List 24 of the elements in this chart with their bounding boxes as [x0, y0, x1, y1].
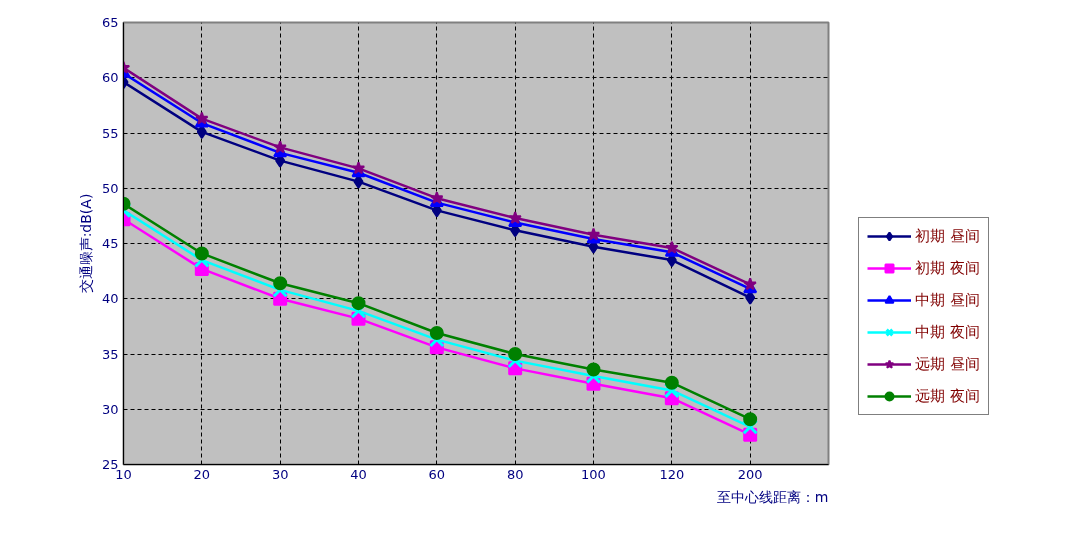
- x-tick-label: 120: [659, 466, 685, 482]
- legend-label: 远期 夜间: [915, 386, 980, 406]
- x-axis-title: 至中心线距离：m: [716, 488, 829, 505]
- y-axis-title: 交通噪声:dB(A): [77, 193, 94, 294]
- y-tick-label: 30: [101, 401, 119, 417]
- y-tick-label: 40: [101, 291, 119, 307]
- x-tick-label: 80: [506, 466, 524, 482]
- legend-label: 中期 夜间: [915, 322, 980, 342]
- x-tick-label: 30: [271, 466, 289, 482]
- y-tick-label: 60: [101, 70, 119, 86]
- x-tick-label: 60: [428, 466, 446, 482]
- y-tick-label: 45: [101, 236, 119, 251]
- y-tick-label: 50: [101, 180, 119, 196]
- x-tick-label: 100: [581, 466, 606, 482]
- x-tick-label: 200: [737, 466, 763, 482]
- y-tick-label: 65: [101, 15, 119, 30]
- legend-label: 初期 昼间: [915, 226, 980, 246]
- legend-label: 远期 昼间: [915, 354, 980, 374]
- y-tick-label: 55: [101, 125, 119, 141]
- x-tick-label: 20: [193, 466, 211, 482]
- y-tick-label: 35: [101, 346, 119, 362]
- legend-label: 初期 夜间: [915, 258, 980, 278]
- x-tick-label: 40: [350, 466, 367, 482]
- legend-label: 中期 昼间: [915, 290, 980, 310]
